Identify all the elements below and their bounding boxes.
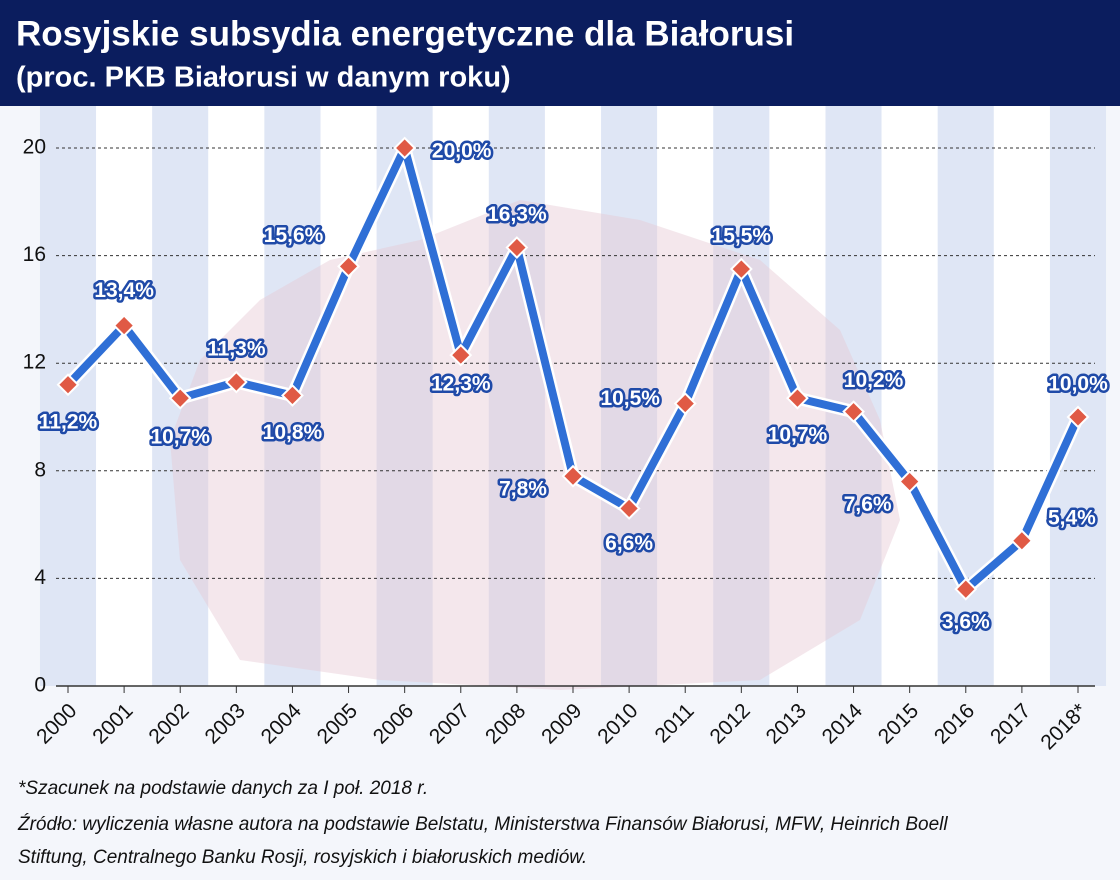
stripe	[993, 106, 1050, 686]
stripe	[825, 106, 882, 686]
marker	[449, 343, 473, 367]
value-label: 10,0%	[1048, 373, 1108, 396]
note: Stiftung, Centralnego Banku Rosji, rosyj…	[18, 847, 587, 868]
value-label: 10,7%	[150, 426, 210, 449]
value-label: 10,7%	[768, 424, 828, 447]
stripe	[601, 106, 658, 686]
header	[0, 0, 1120, 106]
stripes	[39, 106, 1107, 686]
y-tick-label: 20	[23, 136, 46, 159]
chart-subtitle: (proc. PKB Białorusi w danym roku)	[16, 62, 511, 94]
y-tick-label: 8	[34, 458, 46, 481]
marker	[224, 370, 248, 394]
marker	[842, 400, 865, 424]
marker	[729, 257, 753, 281]
value-label: 11,3%	[207, 338, 266, 361]
note: *Szacunek na podstawie danych za I poł. …	[18, 778, 428, 799]
stripe	[881, 106, 938, 686]
value-label: 7,6%	[844, 493, 892, 516]
value-label: 10,2%	[844, 369, 904, 392]
y-tick-label: 16	[23, 243, 46, 266]
y-tick-label: 12	[23, 351, 46, 374]
marker	[673, 392, 697, 415]
marker	[617, 497, 641, 520]
value-label: 7,8%	[499, 478, 547, 501]
value-label: 11,2%	[39, 410, 98, 433]
note: Źródło: wyliczenia własne autora na pods…	[17, 814, 948, 835]
marker	[561, 464, 585, 488]
stripe	[320, 106, 377, 686]
value-label: 6,6%	[605, 532, 653, 555]
value-label: 20,0%	[432, 140, 492, 163]
value-label: 5,4%	[1048, 506, 1096, 529]
value-label: 10,5%	[600, 387, 660, 410]
marker	[337, 254, 360, 278]
marker	[505, 236, 529, 259]
stripe	[1049, 106, 1107, 686]
marker	[393, 136, 417, 160]
marker	[898, 470, 922, 493]
stripe	[432, 106, 489, 686]
marker	[112, 314, 136, 337]
marker	[56, 373, 80, 397]
chart-title: Rosyjskie subsydia energetyczne dla Biał…	[16, 14, 794, 53]
value-label: 16,3%	[487, 203, 547, 226]
stripe	[96, 106, 153, 686]
value-label: 15,5%	[712, 225, 772, 248]
marker	[1010, 529, 1034, 553]
marker	[168, 386, 192, 410]
marker	[954, 577, 978, 601]
value-label: 12,3%	[431, 373, 491, 396]
marker	[786, 386, 809, 410]
y-tick-label: 0	[34, 674, 46, 697]
stripe	[713, 106, 770, 686]
marker	[1066, 405, 1090, 429]
y-tick-label: 4	[34, 566, 46, 589]
value-label: 13,4%	[94, 279, 154, 302]
value-label: 15,6%	[264, 224, 324, 247]
value-label: 3,6%	[942, 611, 990, 634]
marker	[281, 384, 304, 407]
stripe	[208, 106, 265, 686]
value-label: 10,8%	[263, 421, 323, 444]
stripe	[488, 106, 545, 686]
